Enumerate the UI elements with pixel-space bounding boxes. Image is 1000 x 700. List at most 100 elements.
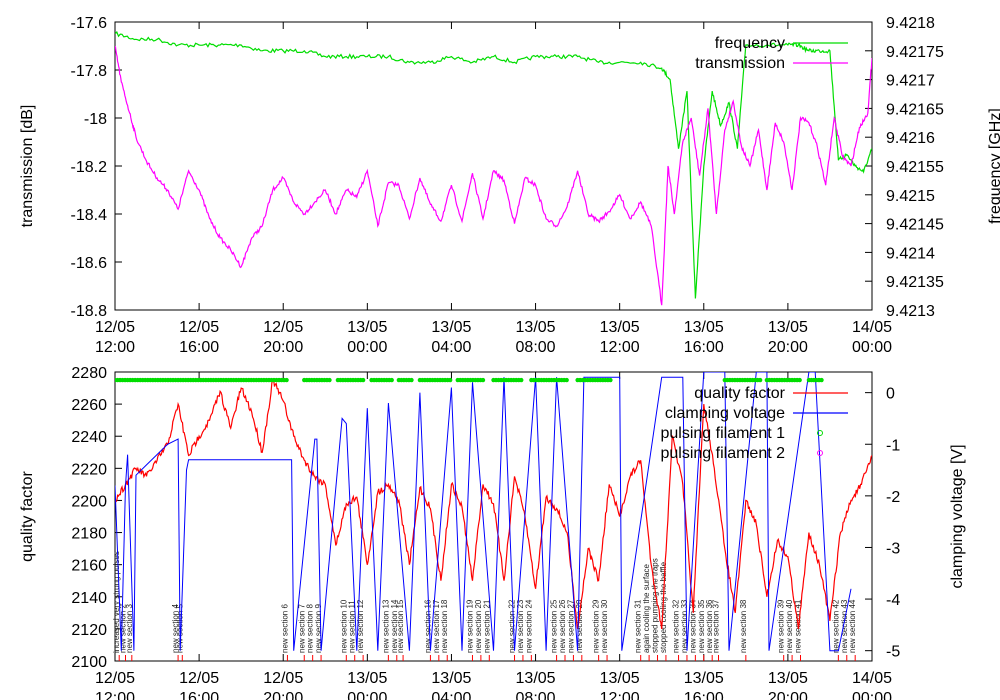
x-tick-label-time: 20:00 [768,339,808,356]
annotation-label: new section 25 [550,599,559,653]
x-tick-label-time: 04:00 [431,339,471,356]
x-tick-label-date: 13/05 [684,319,724,336]
legend-label: frequency [715,35,785,52]
annotation-label: new section 9 [314,604,323,653]
x-tick-label-date: 12/05 [95,319,135,336]
y-tick-label: 2120 [71,622,107,639]
pulsing-point [480,377,486,383]
y-tick-label: 2100 [71,654,107,671]
x-tick-label-time: 08:00 [516,690,556,700]
y2-tick-label: 0 [886,386,895,403]
annotation-label: new section 24 [524,599,533,653]
y2-tick-label: 9.42155 [886,159,944,176]
legend-label: pulsing filament 2 [660,445,785,462]
y-tick-label: -18.6 [71,255,108,272]
annotation-label: new section 42 [831,599,840,653]
series-line-quality-factor [115,379,872,630]
annotation-label: new section 19 [465,599,474,653]
x-tick-label-date: 13/05 [768,319,808,336]
legend-label: pulsing filament 1 [660,425,785,442]
y2-tick-label: 9.42175 [886,44,944,61]
annotation-label: new section 37 [711,599,720,653]
annotation-label: new section 6 [280,604,289,653]
annotation-label: new section 13 [381,599,390,653]
series-line-frequency [115,31,872,299]
annotation-label: new section 32 [672,599,681,653]
x-tick-label-time: 08:00 [516,339,556,356]
x-tick-label-date: 12/05 [179,319,219,336]
x-tick-label-time: 12:00 [95,690,135,700]
pulsing-point [608,377,613,383]
y2-tick-label: -1 [886,437,900,454]
x-tick-label-date: 13/05 [768,670,808,687]
annotation-label: new section 39 [777,599,786,653]
annotation-label: new section 43 [840,599,849,653]
y-tick-label: 2240 [71,429,107,446]
x-tick-label-time: 12:00 [95,339,135,356]
x-tick-label-time: 00:00 [852,690,892,700]
x-tick-label-time: 20:00 [263,690,303,700]
annotation-label: new section 20 [474,599,483,653]
y-tick-label: -17.8 [71,63,108,80]
y2-tick-label: 9.4216 [886,130,935,147]
y-tick-label: -18.4 [71,207,108,224]
pulsing-point [284,377,289,383]
x-tick-label-date: 12/05 [179,670,219,687]
annotation-label: new section 31 [634,599,643,653]
y-tick-label: -17.6 [71,15,108,32]
annotation-label: new section 22 [508,599,517,653]
annotation-label: new section 40 [785,599,794,653]
annotation-label: stopped pumping the traps [651,558,660,653]
x-tick-label-time: 16:00 [684,690,724,700]
x-tick-label-date: 13/05 [600,319,640,336]
legend-label: transmission [695,55,785,72]
y2-tick-label: 9.4218 [886,15,935,32]
x-tick-label-time: 20:00 [768,690,808,700]
y2-tick-label: 9.4214 [886,245,935,262]
x-tick-label-time: 16:00 [684,339,724,356]
series-line-transmission [115,45,872,306]
annotation-label: new section 28 [575,599,584,653]
annotation-label: new section 44 [848,599,857,653]
y-tick-label: 2180 [71,526,107,543]
x-tick-label-time: 12:00 [600,339,640,356]
y-tick-label: 2220 [71,461,107,478]
x-tick-label-date: 13/05 [347,670,387,687]
x-tick-label-date: 13/05 [516,319,556,336]
y-tick-label: 2140 [71,590,107,607]
y-tick-label: -18 [84,111,107,128]
y2-tick-label: -4 [886,592,900,609]
annotation-label: new section 12 [356,599,365,653]
pulsing-point [447,377,453,383]
annotation-label: new section 14 [390,599,399,653]
y-axis-label: transmission [dB] [19,105,36,228]
pulsing-point [409,377,414,383]
x-tick-label-time: 04:00 [431,690,471,700]
x-tick-label-date: 14/05 [852,670,892,687]
y-tick-label: -18.8 [71,303,108,320]
y-tick-label: 2260 [71,397,107,414]
x-tick-label-time: 00:00 [347,339,387,356]
annotation-label: new section 3 [125,604,134,653]
y-tick-label: 2200 [71,493,107,510]
y2-tick-label: 9.4215 [886,188,935,205]
x-tick-label-date: 13/05 [431,670,471,687]
annotation-label: new section 23 [516,599,525,653]
annotation-label: new section 34 [688,599,697,653]
pulsing-point [757,377,763,383]
annotation-label: new section 29 [592,599,601,653]
annotation-label: new section 7 [297,604,306,653]
y2-tick-label: -3 [886,540,900,557]
y2-tick-label: 9.42145 [886,217,944,234]
x-tick-label-date: 12/05 [95,670,135,687]
annotation-label: new section 27 [566,599,575,653]
x-tick-label-time: 00:00 [852,339,892,356]
y2-tick-label: -2 [886,489,900,506]
y2-tick-label: -5 [886,644,900,661]
x-tick-label-date: 13/05 [600,670,640,687]
x-tick-label-time: 20:00 [263,339,303,356]
x-tick-label-time: 00:00 [347,690,387,700]
annotation-label: new section 16 [423,599,432,653]
y-tick-label: 2160 [71,558,107,575]
